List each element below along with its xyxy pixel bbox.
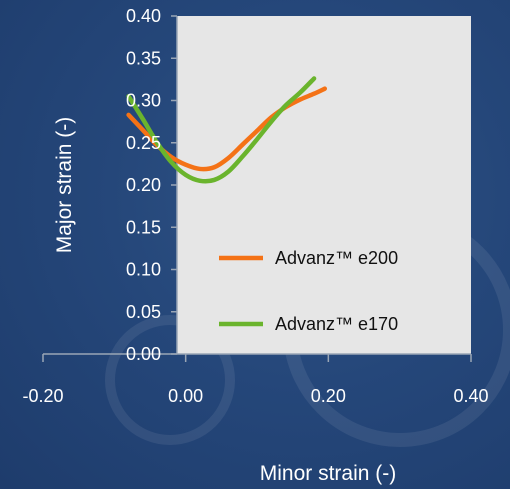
y-tick-label: 0.10	[126, 260, 161, 280]
plot-area	[177, 16, 471, 354]
y-axis-title: Major strain (-)	[53, 117, 76, 254]
y-tick-label: 0.35	[126, 48, 161, 68]
y-tick-label: 0.40	[126, 6, 161, 26]
y-tick-label: 0.20	[126, 175, 161, 195]
x-tick-label: 0.00	[168, 386, 203, 406]
x-tick-label: -0.20	[22, 386, 63, 406]
x-tick-label: 0.20	[311, 386, 346, 406]
x-tick-labels: -0.20 0.00 0.20 0.40	[22, 354, 489, 406]
legend: Advanz™ e200 Advanz™ e170	[219, 248, 398, 334]
series-line-e170	[126, 76, 317, 184]
y-tick-label: 0.25	[126, 133, 161, 153]
y-tick-label: 0.05	[126, 302, 161, 322]
x-axis-title: Minor strain (-)	[260, 462, 397, 485]
series-layer	[126, 76, 328, 184]
y-tick-label: 0.00	[126, 344, 161, 364]
y-tick-label: 0.15	[126, 217, 161, 237]
x-tick-label: 0.40	[453, 386, 488, 406]
watermark-ring-inner	[105, 315, 235, 445]
legend-label: Advanz™ e200	[275, 248, 398, 268]
y-tick-label: 0.30	[126, 91, 161, 111]
legend-label: Advanz™ e170	[275, 314, 398, 334]
y-tick-labels: 0.00 0.05 0.10 0.15 0.20 0.25 0.30 0.35 0.40	[126, 6, 177, 364]
